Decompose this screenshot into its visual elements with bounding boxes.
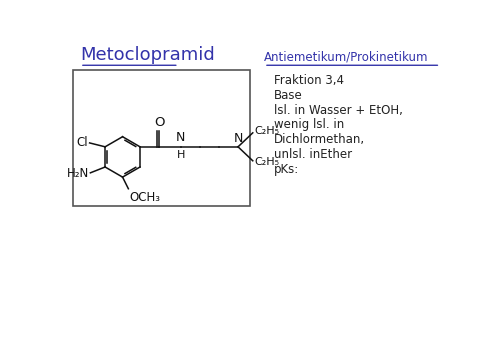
Text: lsl. in Wasser + EtOH,: lsl. in Wasser + EtOH, — [274, 104, 402, 117]
Text: C₂H₅: C₂H₅ — [254, 157, 280, 167]
Text: unlsl. inEther: unlsl. inEther — [274, 148, 352, 161]
Text: wenig lsl. in: wenig lsl. in — [274, 119, 344, 131]
Text: Dichlormethan,: Dichlormethan, — [274, 133, 365, 146]
Text: N: N — [234, 132, 242, 145]
Text: Base: Base — [274, 89, 302, 102]
Text: O: O — [154, 116, 164, 129]
Text: H: H — [176, 150, 185, 160]
Text: Fraktion 3,4: Fraktion 3,4 — [274, 74, 344, 87]
Text: Antiemetikum/Prokinetikum: Antiemetikum/Prokinetikum — [264, 51, 428, 64]
Text: N: N — [176, 131, 186, 144]
Text: Metoclopramid: Metoclopramid — [80, 46, 214, 64]
Text: OCH₃: OCH₃ — [129, 191, 160, 204]
Text: Cl: Cl — [76, 136, 88, 149]
Text: H₂N: H₂N — [66, 167, 89, 180]
FancyBboxPatch shape — [74, 70, 250, 206]
Text: pKs:: pKs: — [274, 163, 299, 176]
Text: C₂H₅: C₂H₅ — [254, 126, 280, 136]
